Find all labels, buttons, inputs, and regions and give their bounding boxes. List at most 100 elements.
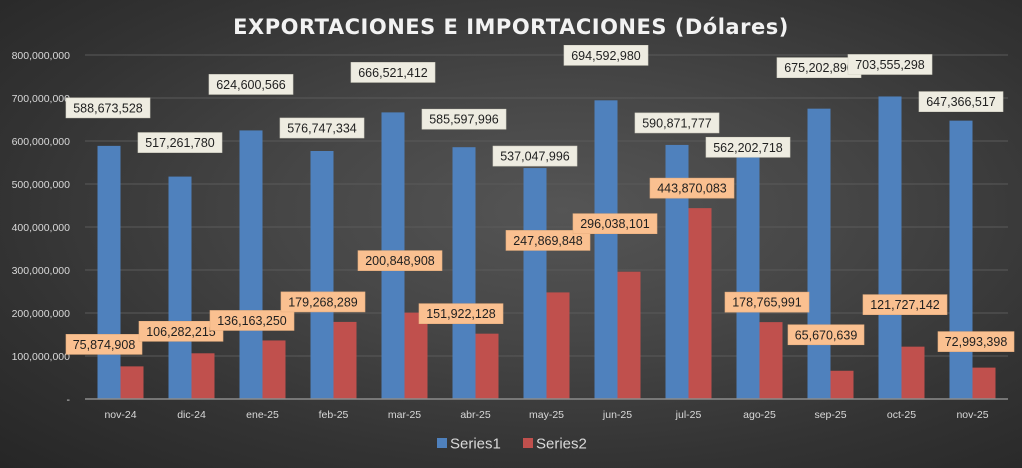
data-label-text: 200,848,908	[365, 254, 435, 268]
data-label-text: 624,600,566	[216, 78, 286, 92]
data-label-box	[862, 294, 948, 315]
y-tick-label: 600,000,000	[12, 136, 71, 148]
y-tick-label: 200,000,000	[12, 308, 71, 320]
data-label-text: 136,163,250	[217, 314, 287, 328]
data-label-text: 178,765,991	[732, 296, 802, 310]
bar-series2	[333, 321, 357, 399]
bar-series2	[617, 271, 641, 399]
data-label-box	[492, 145, 578, 167]
data-label-text: 247,869,848	[513, 234, 583, 248]
data-label-series2: 296,038,101	[572, 213, 658, 235]
data-label-series2: 443,870,083	[649, 177, 735, 199]
bar-series2	[901, 346, 925, 399]
data-label-series1: 588,673,528	[65, 97, 151, 119]
data-label-box	[572, 213, 658, 235]
data-label-box	[138, 320, 224, 342]
data-label-box	[634, 112, 720, 134]
data-label-series2: 178,765,991	[724, 291, 810, 313]
bar-series1	[949, 120, 973, 400]
bar-series2	[404, 312, 428, 399]
bar-series2	[191, 353, 215, 399]
data-label-box	[421, 108, 507, 130]
bar-series1	[239, 130, 263, 399]
data-label-box	[137, 132, 223, 153]
bar-series2	[972, 367, 996, 399]
data-label-series1: 647,366,517	[918, 91, 1004, 112]
bar-series2	[546, 292, 570, 399]
data-label-series1: 576,747,334	[279, 117, 365, 139]
x-tick-label: dic-24	[177, 409, 206, 421]
data-label-series2: 136,163,250	[209, 310, 295, 331]
data-label-box	[505, 230, 591, 251]
x-tick-label: ene-25	[246, 409, 279, 421]
data-label-box	[208, 74, 294, 95]
x-axis-ticks: nov-24 dic-24 ene-25 feb-25 mar-25 abr-25 may-…	[104, 409, 988, 421]
data-label-text: 585,597,996	[429, 113, 499, 127]
data-label-text: 590,871,777	[642, 116, 712, 130]
data-label-series2: 75,874,908	[65, 334, 143, 355]
x-tick-label: jun-25	[602, 409, 632, 421]
x-tick-label: nov-24	[104, 409, 136, 421]
y-tick-label: -	[67, 394, 71, 406]
bar-series1	[807, 108, 831, 400]
x-tick-label: abr-25	[460, 409, 491, 421]
data-label-box	[418, 303, 504, 324]
data-label-series2: 200,848,908	[357, 250, 443, 271]
data-label-box	[937, 331, 1015, 352]
data-label-box	[279, 117, 365, 139]
x-tick-label: feb-25	[319, 409, 349, 421]
legend-label: Series2	[536, 436, 587, 453]
data-labels: 588,673,528 75,874,908 517,261,780 106,282,…	[65, 45, 1015, 355]
y-tick-label: 300,000,000	[12, 265, 71, 277]
data-label-text: 703,555,298	[855, 58, 925, 72]
data-label-series2: 179,268,289	[280, 291, 366, 313]
data-label-series2: 151,922,128	[418, 303, 504, 324]
bar-series2	[120, 366, 144, 399]
x-tick-label: mar-25	[388, 409, 421, 421]
data-label-text: 443,870,083	[657, 182, 727, 196]
bar-series2	[262, 340, 286, 399]
data-label-series1: 562,202,718	[705, 136, 791, 158]
data-label-text: 151,922,128	[426, 307, 496, 321]
bar-series1	[310, 150, 334, 399]
data-label-text: 517,261,780	[145, 136, 215, 150]
legend: Series1 Series2	[437, 436, 587, 453]
data-label-text: 106,282,215	[146, 325, 216, 339]
data-label-series2: 106,282,215	[138, 320, 224, 342]
bar-series1	[594, 100, 618, 400]
legend-item-series2: Series2	[523, 436, 587, 453]
data-label-series1: 585,597,996	[421, 108, 507, 130]
data-label-text: 588,673,528	[73, 101, 143, 115]
data-label-box	[918, 91, 1004, 112]
data-label-series1: 517,261,780	[137, 132, 223, 153]
data-label-series1: 703,555,298	[847, 54, 933, 75]
data-label-box	[649, 177, 735, 199]
y-tick-label: 100,000,000	[12, 351, 71, 363]
x-tick-label: may-25	[529, 409, 564, 421]
data-label-series2: 121,727,142	[862, 294, 948, 315]
data-label-text: 179,268,289	[288, 295, 358, 309]
data-label-text: 647,366,517	[926, 95, 996, 109]
data-label-text: 694,592,980	[571, 49, 641, 63]
data-label-text: 576,747,334	[287, 121, 357, 135]
y-tick-label: 500,000,000	[12, 179, 71, 191]
data-label-text: 65,670,639	[795, 328, 858, 342]
data-label-box	[563, 45, 649, 66]
bar-series2	[759, 322, 783, 399]
data-label-box	[209, 310, 295, 331]
bar-series1	[168, 176, 192, 399]
data-label-text: 121,727,142	[870, 298, 940, 312]
data-label-text: 537,047,996	[500, 150, 570, 164]
data-label-box	[787, 324, 865, 346]
bar-series2	[475, 333, 499, 399]
data-label-box	[65, 334, 143, 355]
data-label-series1: 666,521,412	[350, 62, 436, 83]
x-tick-label: jul-25	[675, 409, 702, 421]
y-tick-label: 800,000,000	[12, 50, 71, 62]
data-label-series1: 694,592,980	[563, 45, 649, 66]
bar-series1	[523, 168, 547, 399]
data-label-series1: 537,047,996	[492, 145, 578, 167]
bar-series1	[878, 96, 902, 399]
